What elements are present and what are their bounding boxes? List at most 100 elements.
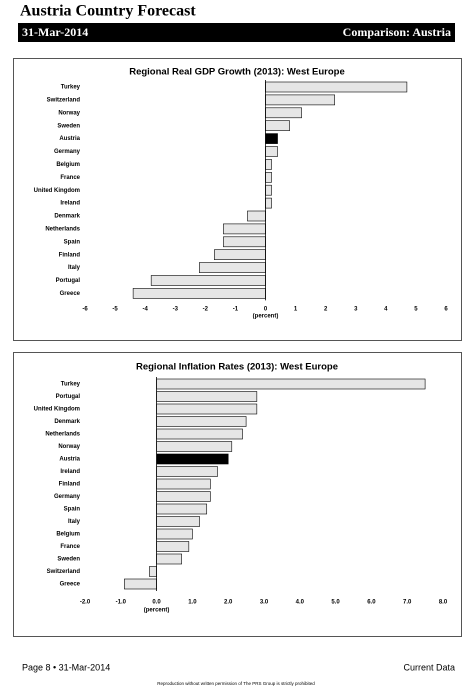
bar: [265, 184, 272, 196]
bar: [156, 441, 233, 452]
bar: [223, 223, 266, 235]
chart-title: Regional Real GDP Growth (2013): West Eu…: [129, 67, 345, 78]
bar: [156, 491, 211, 502]
x-tick-label: -1.0: [116, 600, 127, 606]
category-label: Sweden: [57, 123, 80, 129]
x-axis-label: (percent): [253, 314, 279, 320]
x-tick-label: 8.0: [439, 600, 448, 606]
bar: [265, 197, 272, 209]
category-label: Finland: [59, 482, 81, 488]
category-label: Switzerland: [47, 97, 81, 103]
bar: [156, 416, 247, 427]
bar: [156, 378, 426, 390]
category-label: Greece: [60, 291, 81, 297]
x-tick-label: -5: [112, 307, 118, 313]
x-tick-label: -2.0: [80, 600, 91, 606]
bar: [265, 172, 272, 183]
category-label: Austria: [59, 457, 80, 463]
bar: [156, 466, 218, 477]
bar: [156, 428, 243, 440]
footer-status: Current Data: [403, 662, 455, 672]
bar: [265, 81, 408, 93]
category-label: Switzerland: [47, 569, 81, 575]
header-date: 31-Mar-2014: [22, 25, 88, 39]
bar: [156, 541, 190, 552]
category-label: Norway: [58, 110, 80, 116]
category-label: Italy: [68, 519, 81, 525]
category-label: Netherlands: [45, 226, 80, 232]
x-tick-label: 3.0: [260, 600, 269, 606]
bar: [156, 503, 208, 515]
x-tick-label: 1: [294, 307, 298, 313]
x-tick-label: 6.0: [367, 600, 376, 606]
bar: [214, 249, 266, 260]
category-label: Spain: [64, 239, 81, 245]
x-tick-label: 6: [444, 307, 448, 313]
bar: [149, 566, 157, 577]
footer-page: Page 8 • 31-Mar-2014: [22, 662, 110, 672]
chart-frame: [13, 352, 462, 637]
category-label: Belgium: [56, 532, 80, 538]
category-label: France: [60, 175, 80, 181]
x-tick-label: -1: [233, 307, 239, 313]
bar: [156, 528, 193, 540]
x-tick-label: 1.0: [188, 600, 197, 606]
category-label: Denmark: [54, 419, 80, 425]
bar: [265, 120, 290, 131]
x-tick-label: 4.0: [296, 600, 305, 606]
bar: [156, 478, 211, 490]
x-tick-label: -6: [82, 307, 88, 313]
bar: [265, 146, 278, 157]
category-label: France: [60, 544, 80, 550]
category-label: United Kingdom: [34, 188, 80, 194]
bar: [265, 107, 302, 119]
category-label: Netherlands: [45, 432, 80, 438]
category-label: United Kingdom: [34, 407, 80, 413]
bar: [132, 288, 266, 299]
x-tick-label: 5: [414, 307, 418, 313]
category-label: Portugal: [56, 278, 81, 284]
category-label: Finland: [59, 252, 81, 258]
bar: [265, 94, 335, 106]
bar: [150, 275, 266, 286]
bar: [156, 516, 200, 527]
doc-title: Austria Country Forecast: [20, 3, 196, 20]
category-label: Norway: [58, 444, 80, 450]
chart-frame: [13, 58, 462, 341]
bar: [265, 159, 272, 170]
category-label: Greece: [60, 582, 81, 588]
header-bar: [18, 23, 455, 42]
bar: [156, 403, 258, 415]
category-label: Denmark: [54, 214, 80, 220]
x-tick-label: 7.0: [403, 600, 412, 606]
bar: [247, 210, 266, 222]
x-tick-label: 0.0: [152, 600, 161, 606]
category-label: Germany: [54, 149, 81, 155]
bar: [156, 391, 258, 402]
x-tick-label: -2: [203, 307, 209, 313]
bar: [265, 133, 278, 144]
x-tick-label: 2.0: [224, 600, 233, 606]
category-label: Austria: [59, 136, 80, 142]
bar: [156, 453, 229, 465]
bar: [124, 578, 157, 590]
bar: [223, 236, 266, 248]
category-label: Turkey: [61, 382, 81, 388]
chart-title: Regional Inflation Rates (2013): West Eu…: [136, 362, 338, 373]
x-tick-label: 2: [324, 307, 328, 313]
category-label: Belgium: [56, 162, 80, 168]
category-label: Italy: [68, 265, 81, 271]
category-label: Germany: [54, 494, 81, 500]
header-comparison: Comparison: Austria: [343, 25, 451, 39]
x-tick-label: 0: [264, 307, 268, 313]
x-tick-label: -3: [173, 307, 179, 313]
category-label: Portugal: [56, 394, 81, 400]
category-label: Ireland: [60, 469, 80, 475]
x-tick-label: 3: [354, 307, 358, 313]
bar: [199, 262, 266, 273]
category-label: Spain: [64, 507, 81, 513]
bar: [156, 553, 182, 565]
x-tick-label: 5.0: [331, 600, 340, 606]
